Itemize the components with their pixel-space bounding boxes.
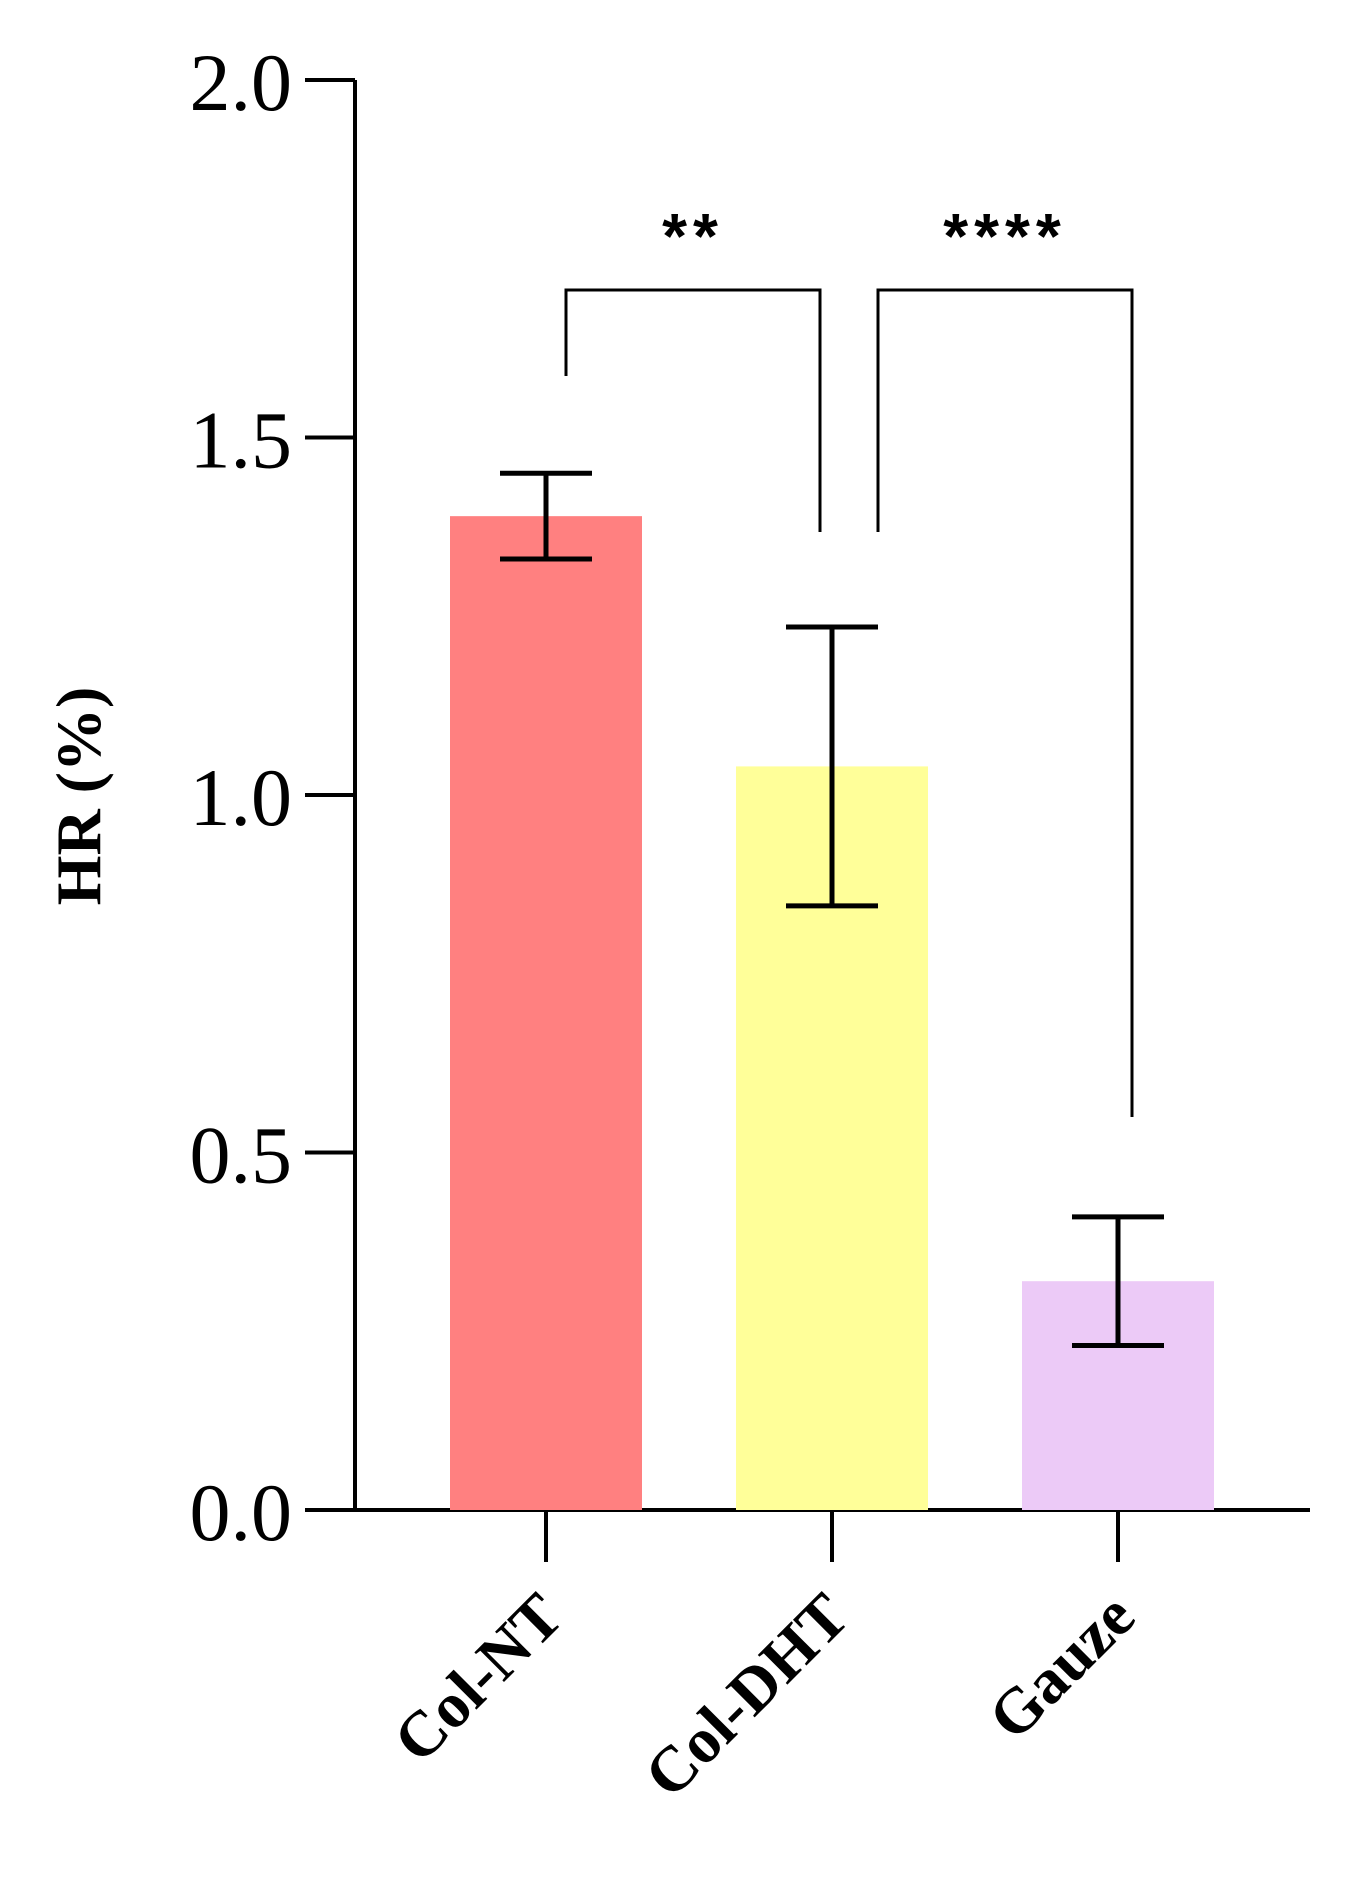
x-tick-label: Col-DHT bbox=[631, 1580, 862, 1811]
bar-col-nt bbox=[450, 516, 642, 1510]
y-tick-label: 2.0 bbox=[190, 37, 293, 128]
significance-brackets bbox=[564, 288, 1134, 1117]
significance-bracket bbox=[564, 288, 822, 532]
significance-label: ** bbox=[662, 200, 724, 272]
error-bars bbox=[500, 470, 1164, 1349]
significance-bracket bbox=[876, 288, 1134, 1117]
y-tick-label: 1.5 bbox=[190, 395, 293, 486]
x-tick-label: Col-NT bbox=[380, 1580, 576, 1776]
significance-label: **** bbox=[943, 200, 1067, 272]
y-tick-label: 0.5 bbox=[190, 1110, 293, 1201]
bars bbox=[450, 516, 1214, 1510]
x-tick-label: Gauze bbox=[975, 1580, 1148, 1753]
y-tick-label: 1.0 bbox=[190, 752, 293, 843]
y-tick-label: 0.0 bbox=[190, 1467, 293, 1558]
y-axis-title: HR (%) bbox=[43, 687, 114, 906]
